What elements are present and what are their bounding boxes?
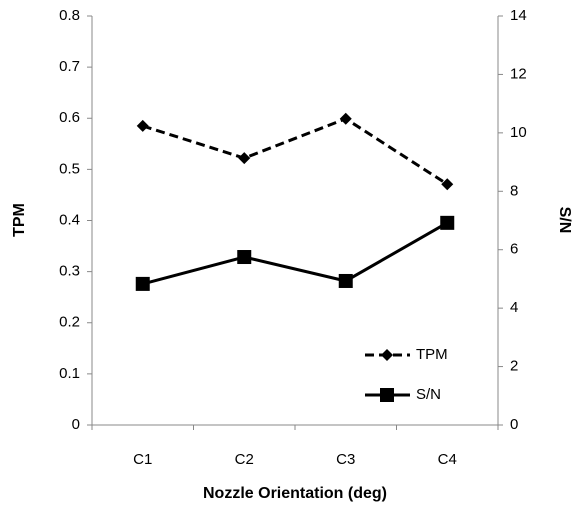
data-point (441, 178, 454, 191)
series-line (142, 221, 448, 286)
x-axis-title: Nozzle Orientation (deg) (203, 485, 387, 502)
legend-marker (380, 388, 394, 402)
y-tick-label: 0.8 (59, 7, 80, 24)
x-tick-label: C4 (438, 451, 457, 468)
y2-tick-label: 14 (510, 7, 527, 24)
x-tick-label: C2 (235, 451, 254, 468)
y-tick-label: 0.3 (59, 263, 80, 280)
x-tick-label: C1 (133, 451, 152, 468)
y-tick-label: 0.5 (59, 160, 80, 177)
legend-marker (381, 349, 393, 361)
y-tick-label: 0.2 (59, 314, 80, 331)
data-point (339, 112, 352, 125)
y2-tick-label: 8 (510, 182, 518, 199)
y-tick-label: 0.6 (59, 109, 80, 126)
y-tick-label: 0.7 (59, 58, 80, 75)
y-tick-label: 0 (72, 416, 80, 433)
series-line (142, 117, 449, 186)
data-point (136, 119, 149, 132)
x-tick-label: C3 (336, 451, 355, 468)
y2-tick-label: 10 (510, 124, 527, 141)
y2-tick-label: 0 (510, 416, 518, 433)
y-tick-label: 0.4 (59, 211, 80, 228)
y-tick-label: 0.1 (59, 365, 80, 382)
data-point (238, 152, 251, 165)
legend-label: S/N (416, 386, 441, 403)
y2-tick-label: 2 (510, 358, 518, 375)
data-point (237, 250, 252, 265)
y2-axis-title: S/N (556, 207, 573, 234)
y2-tick-label: 4 (510, 299, 518, 316)
data-point (135, 276, 150, 291)
y2-tick-label: 6 (510, 241, 518, 258)
data-point (338, 273, 353, 288)
data-point (440, 215, 455, 230)
y2-tick-label: 12 (510, 65, 527, 82)
y-axis-title: TPM (11, 203, 28, 237)
legend-label: TPM (416, 346, 448, 363)
